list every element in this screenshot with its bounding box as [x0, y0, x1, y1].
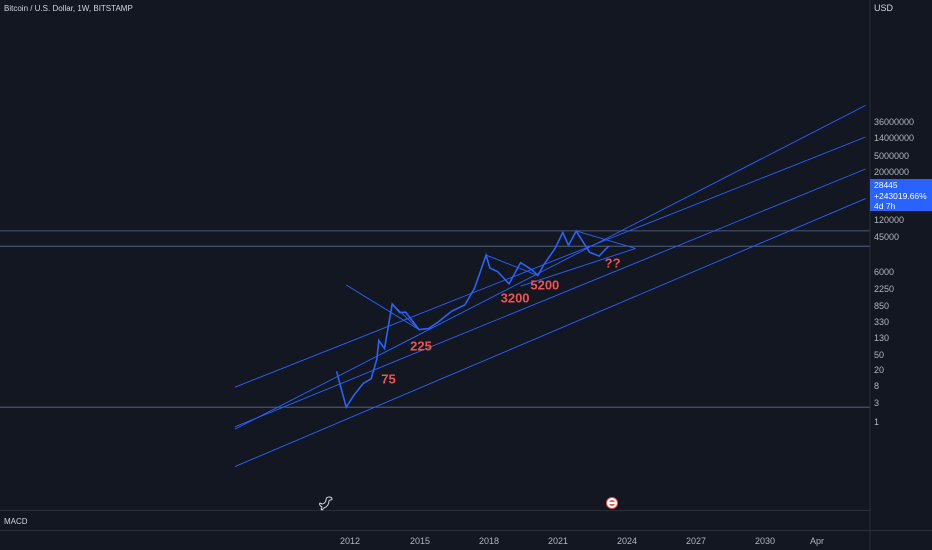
- y-tick-label: 2250: [874, 283, 895, 294]
- price-annotation[interactable]: ??: [604, 255, 621, 271]
- last-price: 28445: [874, 180, 898, 190]
- price-annotation[interactable]: 3200: [500, 290, 530, 306]
- event-flag-icon[interactable]: [606, 497, 618, 509]
- last-price-badge: 28445 +243019.66% 4d 7h: [870, 179, 932, 211]
- y-tick-label: 8: [874, 381, 880, 392]
- trend-line-7[interactable]: [576, 230, 636, 249]
- bar-countdown: 4d 7h: [874, 201, 896, 211]
- indicator-pane-divider[interactable]: [0, 510, 870, 511]
- trend-line-8[interactable]: [520, 247, 636, 287]
- dinosaur-icon[interactable]: [318, 495, 334, 511]
- y-tick-label: 3: [874, 398, 880, 409]
- y-tick-label: 1: [874, 417, 880, 427]
- y-tick-label: 850: [874, 300, 890, 311]
- trend-line-1[interactable]: [234, 168, 866, 428]
- time-axis-divider: [0, 530, 932, 531]
- x-tick-label: 2012: [339, 536, 361, 546]
- price-line: [335, 229, 610, 410]
- y-tick-label: 45000: [874, 232, 900, 243]
- y-tick-label: 2000000: [874, 166, 910, 177]
- currency-unit[interactable]: USD: [874, 3, 894, 13]
- y-tick-label: 14000000: [874, 133, 915, 144]
- y-tick-label: 120000: [874, 215, 905, 226]
- x-tick-label: Apr: [809, 536, 825, 546]
- x-tick-label: 2030: [754, 536, 776, 546]
- x-tick-label: 2027: [685, 536, 707, 546]
- x-tick-label: 2024: [616, 536, 638, 546]
- symbol-title[interactable]: Bitcoin / U.S. Dollar, 1W, BITSTAMP: [4, 4, 133, 13]
- trend-line-2[interactable]: [234, 198, 866, 467]
- x-tick-label: 2021: [547, 536, 569, 546]
- price-change: +243019.66%: [874, 190, 927, 201]
- indicator-label[interactable]: MACD: [4, 517, 28, 526]
- trend-line-4[interactable]: [345, 284, 420, 331]
- price-annotation[interactable]: 5200: [530, 277, 560, 293]
- trend-line-3[interactable]: [234, 104, 866, 430]
- x-tick-label: 2018: [478, 536, 500, 546]
- horizontal-lines: [0, 230, 870, 408]
- x-tick-label: 2015: [409, 536, 431, 546]
- y-tick-label: 36000000: [874, 117, 915, 127]
- y-tick-label: 5000000: [874, 151, 910, 162]
- y-tick-label: 50: [874, 349, 885, 360]
- price-annotation[interactable]: 75: [381, 371, 396, 387]
- y-tick-label: 6000: [874, 267, 895, 277]
- trend-line-0[interactable]: [234, 136, 866, 388]
- y-tick-label: 20: [874, 365, 885, 376]
- trend-line-6[interactable]: [485, 254, 538, 276]
- y-tick-label: 330: [874, 317, 890, 327]
- y-tick-label: 130: [874, 333, 890, 344]
- price-annotation[interactable]: 225: [410, 338, 432, 354]
